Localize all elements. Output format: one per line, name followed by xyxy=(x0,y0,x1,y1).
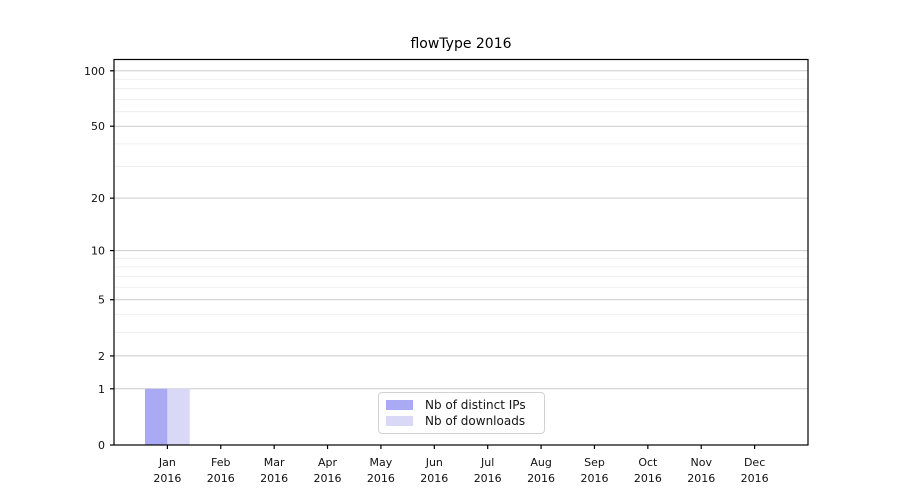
legend-label-downloads: Nb of downloads xyxy=(425,414,526,428)
x-tick-label: Oct 2016 xyxy=(634,456,662,485)
x-tick-label: Mar 2016 xyxy=(260,456,288,485)
y-tick-label: 0 xyxy=(98,439,105,452)
legend-box: Nb of distinct IPs Nb of downloads xyxy=(378,392,545,434)
chart-title: flowType 2016 xyxy=(410,36,512,52)
legend-item-distinct-ips: Nb of distinct IPs xyxy=(386,399,536,411)
y-tick-label: 20 xyxy=(91,192,105,205)
x-tick-label: Jan 2016 xyxy=(153,456,181,485)
legend-swatch-downloads xyxy=(386,416,413,426)
x-tick-label: Feb 2016 xyxy=(207,456,235,485)
x-tick-label: Dec 2016 xyxy=(741,456,769,485)
y-tick-label: 2 xyxy=(98,350,105,363)
x-tick-label: Jun 2016 xyxy=(420,456,448,485)
legend-label-distinct-ips: Nb of distinct IPs xyxy=(425,398,526,412)
x-tick-label: Apr 2016 xyxy=(314,456,342,485)
plot-border xyxy=(113,58,809,446)
x-tick-label: Jul 2016 xyxy=(474,456,502,485)
bar-series0-jan xyxy=(144,388,168,445)
y-tick-label: 10 xyxy=(91,245,105,258)
x-tick-label: Nov 2016 xyxy=(687,456,715,485)
legend-item-downloads: Nb of downloads xyxy=(386,415,536,427)
y-tick-label: 100 xyxy=(84,65,105,78)
bar-series1-jan xyxy=(167,388,190,445)
x-tick-label: Aug 2016 xyxy=(527,456,555,485)
y-tick-label: 50 xyxy=(91,120,105,133)
y-tick-label: 1 xyxy=(98,383,105,396)
y-tick-label: 5 xyxy=(98,294,105,307)
x-tick-label: Sep 2016 xyxy=(580,456,608,485)
x-tick-label: May 2016 xyxy=(367,456,395,485)
legend-swatch-distinct-ips xyxy=(386,400,413,410)
